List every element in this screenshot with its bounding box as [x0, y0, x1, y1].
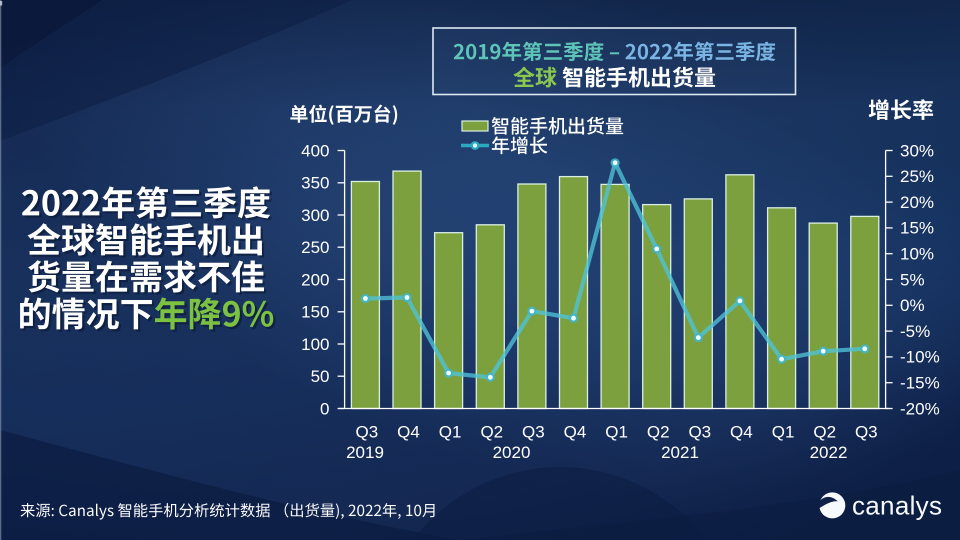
svg-text:Q2: Q2: [813, 423, 836, 442]
svg-text:-5%: -5%: [900, 322, 930, 341]
svg-text:30%: 30%: [900, 141, 934, 160]
svg-text:150: 150: [301, 303, 329, 322]
svg-text:2022: 2022: [810, 443, 848, 462]
svg-text:400: 400: [301, 141, 329, 160]
svg-text:-15%: -15%: [900, 374, 940, 393]
svg-text:2020: 2020: [493, 443, 531, 462]
svg-text:Q3: Q3: [688, 423, 711, 442]
svg-text:10%: 10%: [900, 245, 934, 264]
svg-text:Q1: Q1: [439, 423, 462, 442]
svg-text:Q2: Q2: [480, 423, 503, 442]
svg-text:Q1: Q1: [605, 423, 628, 442]
svg-text:Q3: Q3: [356, 423, 379, 442]
svg-text:350: 350: [301, 174, 329, 193]
svg-text:Q4: Q4: [397, 423, 420, 442]
svg-text:Q2: Q2: [647, 423, 670, 442]
svg-text:300: 300: [301, 206, 329, 225]
svg-text:200: 200: [301, 270, 329, 289]
svg-text:0: 0: [320, 399, 329, 418]
svg-text:canalys: canalys: [852, 491, 942, 521]
svg-text:5%: 5%: [900, 270, 925, 289]
svg-text:25%: 25%: [900, 167, 934, 186]
svg-text:Q3: Q3: [522, 423, 545, 442]
svg-text:2021: 2021: [661, 443, 699, 462]
svg-text:100: 100: [301, 335, 329, 354]
svg-text:20%: 20%: [900, 193, 934, 212]
svg-text:Q4: Q4: [564, 423, 587, 442]
svg-text:-20%: -20%: [900, 399, 940, 418]
svg-text:15%: 15%: [900, 219, 934, 238]
svg-text:Q3: Q3: [855, 423, 878, 442]
svg-text:250: 250: [301, 238, 329, 257]
svg-text:Q4: Q4: [730, 423, 753, 442]
svg-text:0%: 0%: [900, 296, 925, 315]
svg-text:50: 50: [311, 367, 330, 386]
svg-text:-10%: -10%: [900, 348, 940, 367]
svg-text:2019: 2019: [346, 443, 384, 462]
svg-text:Q1: Q1: [772, 423, 795, 442]
